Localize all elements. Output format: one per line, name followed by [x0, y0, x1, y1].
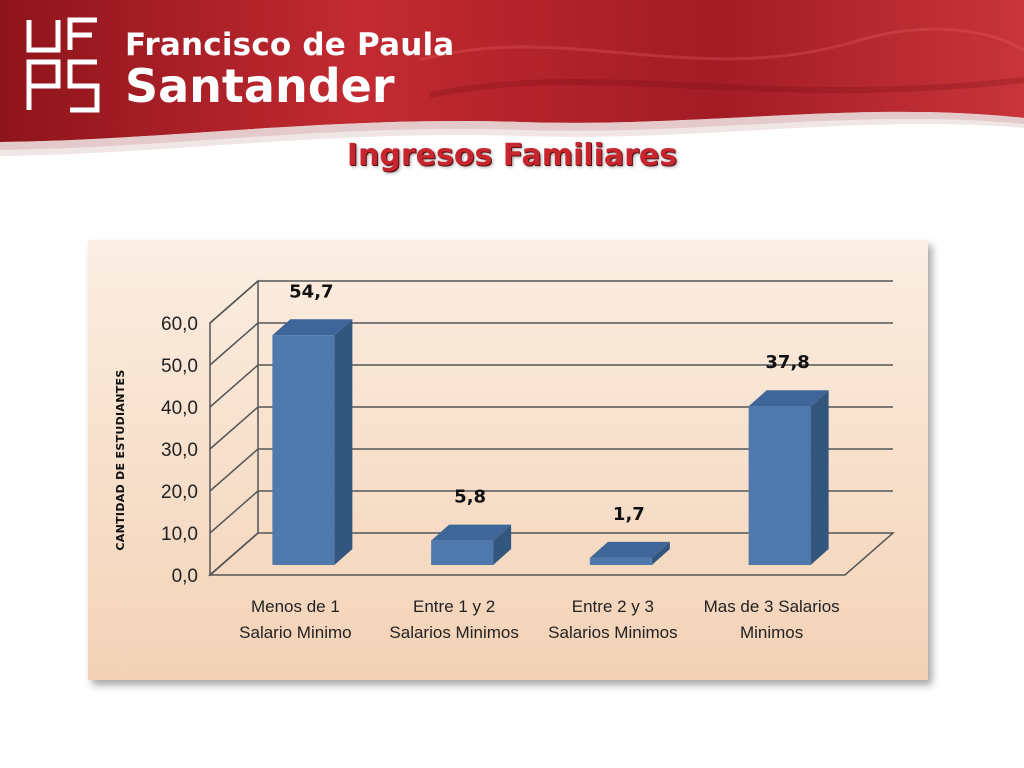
bar-2 [431, 524, 512, 565]
x-category-label: Salario Minimo [239, 623, 351, 642]
y-tick-label: 60,0 [161, 314, 198, 335]
y-tick-label: 40,0 [161, 398, 198, 419]
data-label: 1,7 [613, 504, 645, 525]
university-name-line2: Santander [125, 59, 395, 113]
data-label: 54,7 [289, 281, 333, 302]
x-category-label: Entre 1 y 2 [413, 597, 495, 616]
bar-front [272, 335, 335, 565]
gridline-depth [209, 280, 259, 324]
y-tick-label: 20,0 [161, 482, 198, 503]
bar-front [748, 406, 811, 565]
y-tick-label: 30,0 [161, 440, 198, 461]
gridline-depth [209, 448, 259, 492]
x-category-label: Mas de 3 Salarios [704, 597, 840, 616]
bar-top [431, 524, 512, 541]
bar-front [431, 540, 494, 565]
bar-side [334, 319, 353, 565]
data-label: 5,8 [454, 487, 486, 508]
x-category-label: Salarios Minimos [548, 623, 677, 642]
x-category-label: Salarios Minimos [389, 623, 518, 642]
bar-top [589, 541, 670, 558]
bar-front [589, 557, 652, 565]
y-tick-label: 50,0 [161, 356, 198, 377]
bar-side [810, 390, 829, 565]
y-tick-label: 10,0 [161, 524, 198, 545]
bar-top [748, 390, 829, 407]
bar-3 [589, 541, 670, 565]
university-name-line1: Francisco de Paula [125, 27, 455, 63]
chart-bars [272, 319, 829, 565]
x-category-label: Menos de 1 [251, 597, 340, 616]
chart-axes: 0,0 10,0 20,0 30,0 40,0 50,0 60,0 CANTIDAD DE E… [114, 314, 895, 587]
bar-top [272, 319, 353, 336]
x-category-label: Entre 2 y 3 [572, 597, 654, 616]
university-name: Francisco de Paula Santander [125, 27, 455, 113]
bar-side [493, 524, 512, 565]
gridline-depth [209, 490, 259, 534]
gridline-depth [209, 364, 259, 408]
bar-4 [748, 390, 829, 565]
bar-1 [272, 319, 353, 565]
bar-side [651, 541, 670, 565]
slide-title: Ingresos Familiares [346, 138, 678, 173]
chart-labels: 54,7 Menos de 1 Salario Minimo 5,8 Entre 1 y… [239, 281, 840, 642]
x-category-label: Minimos [740, 623, 803, 642]
data-label: 37,8 [765, 352, 809, 373]
gridline-depth [209, 322, 259, 366]
header-banner [0, 0, 1024, 156]
y-tick-label: 0,0 [172, 566, 198, 587]
y-axis-title: CANTIDAD DE ESTUDIANTES [114, 369, 127, 550]
gridline-depth [209, 406, 259, 450]
chart-floor [208, 532, 895, 576]
ufps-logo-icon [26, 17, 100, 113]
